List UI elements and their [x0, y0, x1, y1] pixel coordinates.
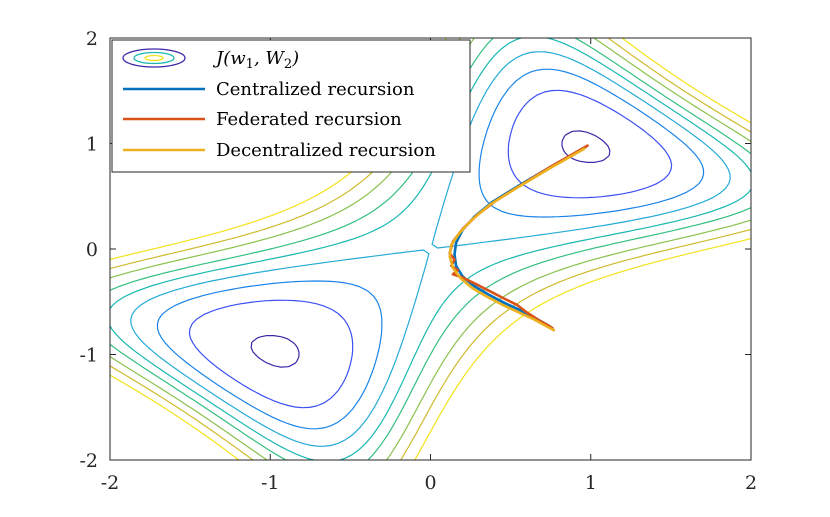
legend-label-contour: J(w1, W2)	[212, 48, 299, 72]
x-tick-label: 1	[585, 472, 597, 494]
y-tick-label: -1	[79, 345, 98, 367]
x-tick-label: -2	[101, 472, 120, 494]
legend-contour-icon	[122, 48, 186, 68]
contour-line	[110, 38, 751, 460]
y-tick-label: 2	[86, 28, 98, 50]
y-tick-label: -2	[79, 450, 98, 472]
x-tick-label: 0	[424, 472, 436, 494]
legend-label-federated: Federated recursion	[216, 109, 402, 130]
x-tick-label: 2	[745, 472, 757, 494]
contour-line	[130, 51, 731, 447]
y-tick-label: 1	[86, 134, 98, 156]
legend-label-decentralized: Decentralized recursion	[216, 140, 436, 161]
contour-line	[250, 130, 611, 368]
legend: J(w1, W2) Centralized recursion Federate…	[111, 39, 471, 173]
recursion-paths-layer	[448, 144, 589, 332]
x-tick-label: -1	[261, 472, 280, 494]
legend-label-centralized: Centralized recursion	[216, 79, 415, 100]
decentralized-recursion-path	[448, 147, 586, 332]
contour-line	[156, 68, 705, 430]
x-tick-labels: -2 -1 0 1 2	[101, 472, 757, 494]
y-tick-label: 0	[86, 239, 98, 261]
y-tick-labels: 2 1 0 -1 -2	[79, 28, 98, 472]
contour-line	[188, 89, 673, 409]
